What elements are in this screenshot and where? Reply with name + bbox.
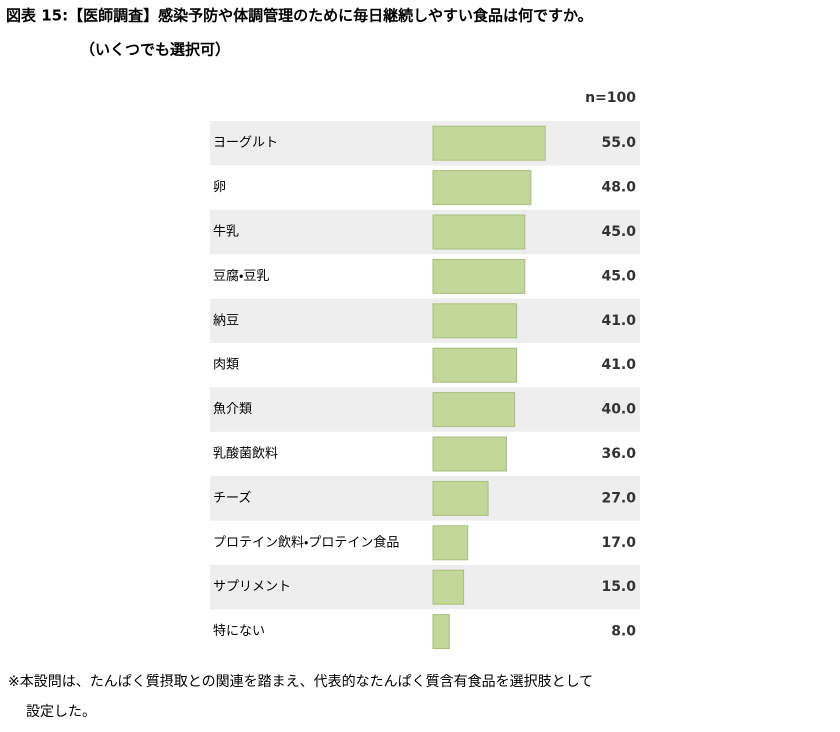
value-label: 41.0 [601,357,636,373]
value-label: 48.0 [601,180,636,196]
bar [432,303,518,339]
value-label: 55.0 [601,135,636,151]
bar [432,392,516,428]
value-label: 45.0 [601,224,636,240]
bar [432,347,518,383]
category-label: 肉類 [213,358,239,373]
value-label: 15.0 [601,579,636,595]
value-label: 40.0 [601,402,636,418]
category-label: 豆腐・豆乳 [213,269,269,284]
bar [432,125,546,161]
bar [432,480,489,516]
category-label: チーズ [213,490,251,506]
value-label: 36.0 [601,446,636,462]
row-band [210,298,640,343]
category-label: プロテイン飲料・プロテイン食品 [213,535,399,550]
chart-subtitle: （いくつでも選択可） [80,41,230,59]
category-label: ヨーグルト [213,136,278,151]
value-label: 27.0 [601,490,636,506]
row-band [210,476,640,521]
bar [432,614,450,650]
category-label: 魚介類 [213,402,252,417]
category-label: 牛乳 [213,225,239,240]
category-label: 納豆 [213,313,239,328]
category-label: 乳酸菌飲料 [213,446,278,462]
row-band [210,121,640,166]
chart-title: 図表 15:【医師調査】感染予防や体調管理のために毎日継続しやすい食品は何ですか… [6,7,593,25]
footnote: 設定した。 [26,704,96,720]
row-band [210,565,640,610]
footnote: ※本設問は、たんぱく質摂取との関連を踏まえ、代表的なたんぱく質含有食品を選択肢と… [8,673,593,690]
value-label: 41.0 [601,313,636,329]
value-label: 8.0 [611,624,636,640]
bar [432,258,526,294]
bar [432,525,469,561]
row-band [210,387,640,432]
row-band [210,209,640,255]
category-label: 卵 [213,180,226,195]
value-label: 17.0 [601,535,636,551]
category-label: 特にない [213,624,265,639]
bar [432,170,532,206]
bar [432,436,507,472]
category-label: サプリメント [213,580,291,595]
sample-size: n=100 [585,90,636,106]
value-label: 45.0 [601,268,636,284]
bar [432,214,526,250]
bar [432,569,465,605]
